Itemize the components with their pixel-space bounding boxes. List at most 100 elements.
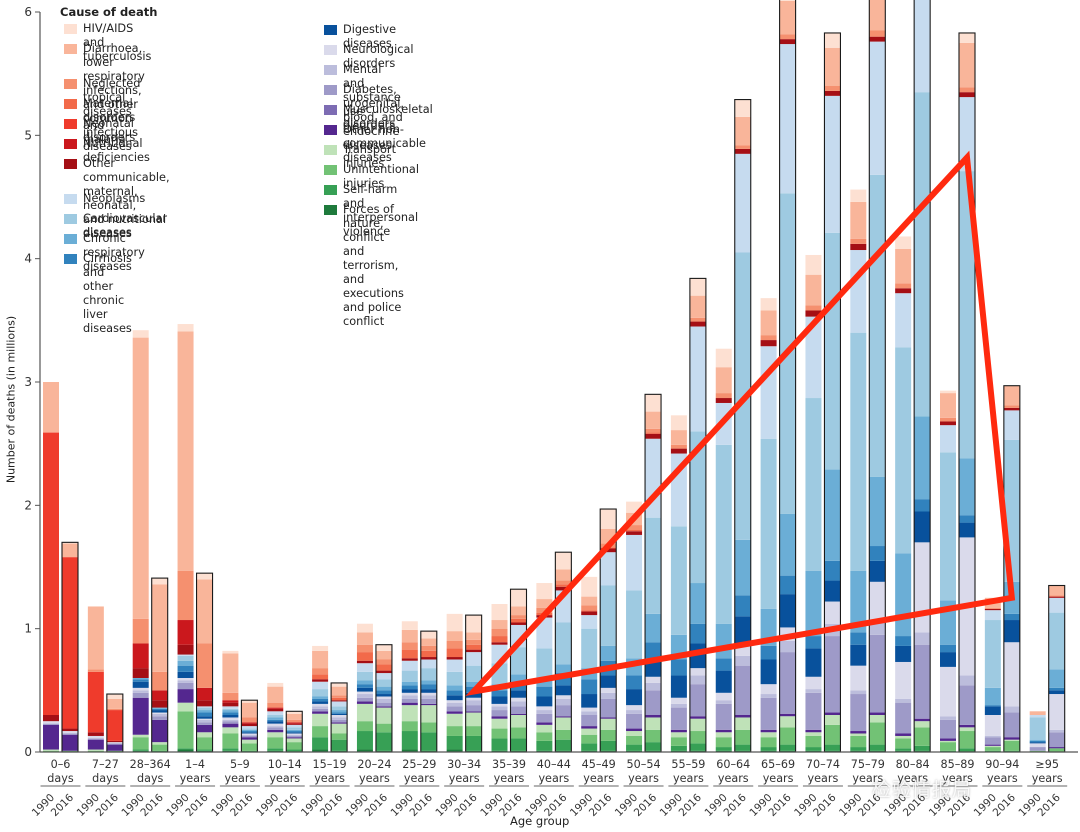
bar-18-2016	[868, 0, 886, 753]
bar-segment	[779, 513, 796, 576]
legend-label: Other non-communicable diseases	[343, 123, 426, 164]
bar-segment	[196, 737, 213, 750]
bar-segment	[446, 749, 463, 752]
bar-segment	[626, 731, 643, 736]
bar-segment	[715, 729, 732, 733]
x-tick-label: days	[137, 772, 164, 785]
bar-segment	[850, 735, 867, 748]
bar-segment	[267, 732, 284, 738]
bar-segment	[984, 608, 1001, 611]
bar-segment	[356, 632, 373, 645]
bar-segment	[465, 665, 482, 682]
bar-segment	[555, 729, 572, 740]
bar-segment	[420, 698, 437, 704]
legend-label: Maternal disorders	[83, 97, 136, 124]
bar-segment	[645, 428, 662, 433]
bar-segment	[446, 631, 463, 641]
bar-segment	[375, 664, 392, 671]
bar-segment	[356, 684, 373, 688]
legend-swatch	[324, 85, 337, 95]
bar-segment	[177, 682, 194, 690]
bar-segment	[581, 679, 598, 695]
bar-segment	[940, 666, 956, 717]
bar-segment	[196, 710, 213, 713]
bar-segment	[984, 620, 1001, 688]
bar-segment	[779, 744, 796, 751]
bar-17-2016	[823, 32, 842, 753]
bar-segment	[984, 745, 1001, 748]
legend-title: Cause of death	[60, 5, 158, 19]
bar-segment	[196, 707, 213, 711]
bar-segment	[132, 678, 149, 680]
legend-item: Digestive diseases	[324, 23, 396, 51]
bar-segment	[356, 691, 373, 695]
bar-segment	[555, 717, 572, 730]
bar-segment	[1029, 750, 1046, 752]
bar-segment	[331, 701, 348, 707]
bar-segment	[779, 641, 796, 653]
bar-segment	[734, 539, 751, 596]
legend-swatch	[64, 234, 77, 244]
bar-segment	[959, 92, 975, 98]
bar-segment	[869, 560, 886, 582]
bar-segment	[805, 254, 822, 275]
bar-segment	[600, 740, 617, 751]
bar-segment	[805, 310, 822, 317]
x-tick-label: years	[180, 772, 211, 785]
x-tick-label: years	[897, 772, 928, 785]
bar-11-2016	[554, 551, 572, 753]
y-tick-label: 6	[24, 5, 32, 19]
bar-segment	[895, 283, 912, 289]
bar-segment	[850, 694, 867, 732]
year-tick-label: 2016	[273, 791, 301, 819]
bar-segment	[106, 708, 123, 711]
bar-19-1990	[895, 236, 912, 752]
bar-segment	[286, 722, 303, 724]
bar-segment	[87, 735, 104, 739]
bar-segment	[43, 723, 59, 725]
x-tick-label: years	[808, 772, 839, 785]
bar-segment	[895, 293, 912, 348]
bar-segment	[132, 690, 149, 693]
bar-segment	[536, 648, 553, 680]
bar-segment	[132, 749, 149, 751]
legend-label: Self-harm and interpersonal violence	[343, 183, 419, 238]
bar-segment	[331, 712, 348, 714]
bar-segment	[824, 86, 841, 91]
bar-segment	[43, 724, 59, 750]
bar-segment	[510, 674, 527, 682]
bar-segment	[984, 706, 1001, 715]
bar-segment	[241, 737, 258, 740]
bar-0-2016	[61, 541, 79, 753]
bar-segment	[914, 727, 931, 746]
bar-segment	[734, 153, 751, 253]
bar-segment	[760, 438, 777, 609]
bar-segment	[106, 710, 123, 741]
bar-segment	[715, 348, 732, 368]
bar-segment	[465, 632, 482, 640]
bar-3-2016	[196, 572, 214, 753]
bar-segment	[151, 671, 168, 691]
bar-segment	[491, 703, 508, 707]
bar-segment	[510, 697, 527, 702]
legend-swatch	[64, 214, 77, 224]
bar-segment	[715, 703, 732, 730]
bar-segment	[491, 706, 508, 711]
bar-segment	[760, 335, 777, 341]
bar-segment	[734, 665, 751, 715]
bar-segment	[555, 739, 572, 751]
bar-segment	[222, 750, 239, 752]
y-tick-label: 4	[24, 252, 32, 266]
bar-segment	[850, 189, 867, 202]
bar-segment	[401, 695, 418, 699]
x-tick-label: 20–24	[357, 758, 391, 771]
bar-segment	[895, 288, 912, 294]
bar-segment	[132, 697, 149, 735]
bar-segment	[151, 708, 168, 711]
x-tick-label: 70–74	[806, 758, 840, 771]
year-tick-label: 2016	[677, 791, 705, 819]
bar-segment	[734, 145, 751, 149]
bar-segment	[940, 452, 956, 601]
bar-segment	[510, 706, 527, 714]
bar-segment	[626, 501, 643, 513]
